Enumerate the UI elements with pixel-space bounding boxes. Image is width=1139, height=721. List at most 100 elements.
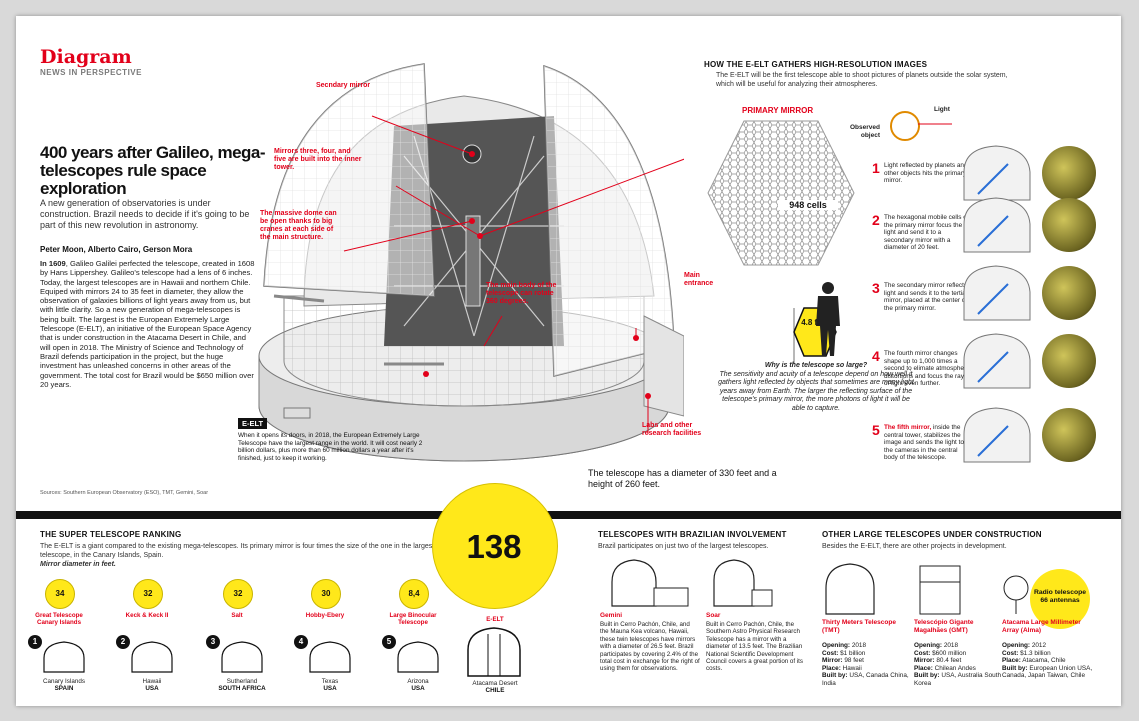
hex-size-label: 4.8 feet [801,318,829,327]
rank-size-circle: 32 [133,579,163,609]
fact-label: Cost: [914,649,931,657]
fact-value: 2012 [1031,642,1047,649]
body-lead: In 1609 [40,259,66,268]
rank-place: Sutherland [226,678,258,685]
observed-object-icon [890,111,920,141]
fact-label: Cost: [1002,649,1019,657]
fact-label: Opening: [914,642,943,649]
fact-row: Place: Atacama, Chile [1002,657,1094,665]
rank-place: Canary Islands [43,678,85,685]
rank-location: Hawaii USA [117,678,187,692]
step-lead: The fifth mirror, [884,424,932,431]
step-diagram [963,265,1031,321]
fact-row: Cost: $600 million [914,650,1006,658]
other-telescope-name: Telescópio Gigante Magalhães (GMT) [914,619,974,634]
fact-value: European Union USA, Canada, Japan Taiwan… [1002,664,1093,680]
step-body: The hexagonal mobile cells of the primar… [884,214,969,252]
infographic-page: Diagram NEWS IN PERSPECTIVE 400 years af… [16,16,1121,706]
gemini-illustration [611,559,689,607]
fact-value: 80.4 feet [936,657,962,665]
rank-place: Hawaii [142,678,162,685]
callout-lines [343,115,684,434]
fact-label: Opening: [1002,642,1031,649]
rank-position: 1 [28,635,42,649]
elt-country: CHILE [485,687,505,695]
brand-title: Diagram [40,46,132,68]
step-text: The hexagonal mobile cells of the primar… [884,214,972,252]
rank-location: Arizona USA [383,678,453,692]
brazil-heading: TELESCOPES WITH BRAZILIAN INVOLVEMENT [598,530,787,539]
step-body: The fourth mirror changes shape up to 1,… [884,350,971,388]
step-number: 1 [872,160,880,176]
rank-telescope-icon [309,641,351,673]
radio-telescope-tag: Radio telescope 66 antennas [1030,569,1090,629]
rank-position: 2 [116,635,130,649]
planet-image [1042,198,1096,252]
cells-count: 948 cells [778,200,838,210]
fact-value: USA, Australia South Korea [914,672,1002,687]
elt-place: Atacama Desert [472,680,518,687]
other-telescope-facts: Opening: 2018 Cost: $1 billion Mirror: 98 … [822,642,914,688]
rank-place: Texas [321,678,339,685]
step-number: 3 [872,280,880,296]
step-diagram [963,197,1031,253]
article-dek: A new generation of observatories is und… [40,198,250,230]
step-body: inside the central tower, stabilizes the… [884,424,964,462]
ranking-note: Mirror diameter in feet. [40,561,116,568]
label-main-entrance: Main entrance [684,272,714,287]
fact-row: Place: Chilean Andes [914,665,1006,673]
label-main-body: The main body of the telescope can rotat… [486,282,557,305]
rank-size-circle: 30 [311,579,341,609]
human-silhouette [816,282,840,356]
article-byline: Peter Moon, Alberto Cairo, Gerson Mora [40,245,193,254]
hex-leader-line [793,308,795,364]
planet-image [1042,146,1096,200]
fact-value: Chilean Andes [934,664,976,672]
fact-label: Built by: [914,672,940,680]
fact-row: Cost: $1.3 billion [1002,650,1094,658]
rank-telescope-name: Great Telescope Canary Islands [35,612,83,627]
fact-value: Atacama, Chile [1022,657,1066,665]
planet-image [1042,334,1096,388]
fact-row: Built by: USA, Canada China, India [822,672,914,687]
soar-name: Soar [706,612,721,619]
step-diagram [963,407,1031,463]
step-text: The secondary mirror reflects light and … [884,282,972,312]
step-text: Light reflected by planets and other obj… [884,162,972,185]
brazil-intro: Brazil participates on just two of the l… [598,543,769,550]
article-body: In 1609, Galileo Galilei perfected the t… [40,259,258,389]
rank-position: 5 [382,635,396,649]
fact-label: Place: [914,664,933,672]
fact-value: $1.3 billion [1020,649,1051,657]
rank-position: 4 [294,635,308,649]
step-number: 2 [872,212,880,228]
step-body: The secondary mirror reflects light and … [884,282,972,312]
rank-telescope-icon [221,641,263,673]
elt-tag: E-ELT [238,418,268,429]
why-text: The sensitivity and acuity of a telescop… [718,370,914,412]
fact-row: Built by: USA, Australia South Korea [914,672,1006,687]
rank-position: 3 [206,635,220,649]
inner-tower [465,215,481,307]
sources-note: Sources: Southern European Observatory (… [40,490,209,496]
rank-telescope-icon [43,641,85,673]
soar-text: Built in Cerro Pachón, Chile, the Southe… [706,621,803,673]
step-text: The fourth mirror changes shape up to 1,… [884,350,972,388]
rank-country: SOUTH AFRICA [218,685,266,693]
rank-telescope-name: Salt [231,612,243,619]
rank-location: Canary Islands SPAIN [29,678,99,692]
fact-label: Place: [822,664,841,672]
other-telescope-name: Atacama Large Millimeter Array (Alma) [1002,619,1081,634]
hires-intro: The E-ELT will be the first telescope ab… [716,72,1008,88]
soar-illustration [713,559,773,607]
elt-rank-name: E-ELT [486,616,504,623]
step-number: 5 [872,422,880,438]
article-title: 400 years after Galileo, mega-telescopes… [40,143,266,198]
rank-telescope-name: Hobby-Ebery [305,612,345,619]
primary-mirror-label: PRIMARY MIRROR [742,106,814,115]
radio-telescope-text: Radio telescope 66 antennas [1033,589,1087,604]
elt-size-circle [432,483,558,609]
elt-description: When it opens its doors, in 2018, the Eu… [238,432,423,462]
fact-row: Opening: 2018 [822,642,914,650]
truck [283,407,311,419]
